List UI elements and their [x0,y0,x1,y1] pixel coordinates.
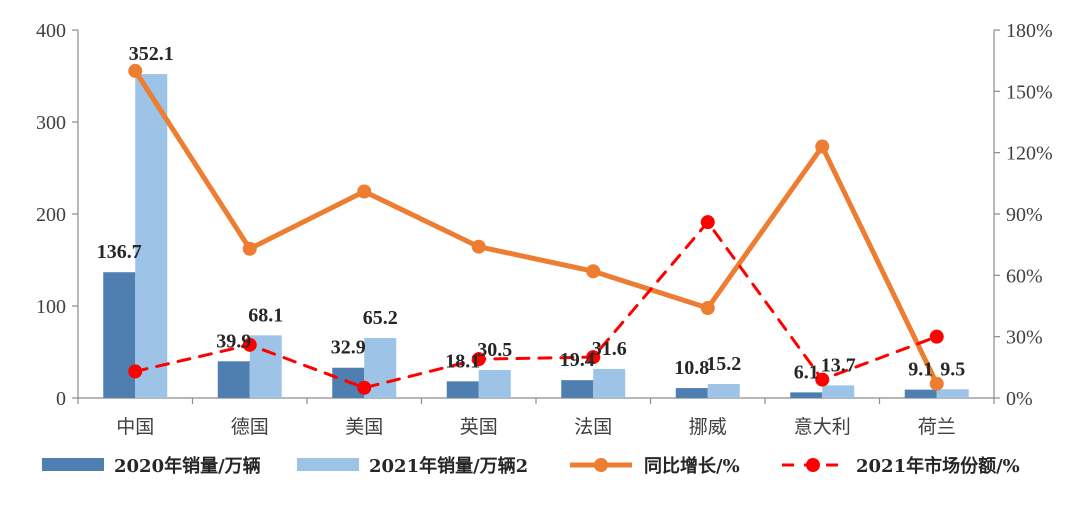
growth-line [132,68,940,387]
bar-value-label: 32.9 [331,337,366,359]
bar-2020-3 [446,381,479,398]
market-share-point-2 [357,380,372,395]
growth-point-4 [586,264,601,279]
legend: 2020年销量/万辆 2021年销量/万辆2 同比增长/% 2021年市场份额/% [42,455,1020,477]
bar-2020-0 [103,272,136,398]
bar-value-label: 18.1 [445,350,480,372]
bar-2020-7 [904,389,937,398]
growth-point-2 [357,184,372,199]
market-share-point-7 [929,329,944,344]
bar-value-label: 39.9 [216,330,251,352]
market-share-line [133,220,939,390]
x-category-label: 德国 [231,416,269,438]
bar-value-label: 9.1 [908,359,933,381]
bar-2020-6 [790,392,823,398]
growth-point-7 [929,376,944,391]
bar-2021-7 [936,389,969,398]
y-right-tick-label: 0% [1006,388,1033,410]
bar-2020-4 [561,380,594,398]
legend-marker [806,458,820,472]
x-category-label: 美国 [345,416,383,438]
market-share-point-6 [815,372,830,387]
x-category-label: 英国 [460,416,498,438]
bar-2020-1 [217,361,250,398]
bar-value-label: 352.1 [129,43,174,65]
y-right-tick-label: 90% [1006,204,1043,226]
growth-point-1 [242,241,257,256]
data-labels: 136.7 39.9 32.9 18.1 19.4 10.8 6.1 9.1 352.1 68.1… [97,43,966,383]
bar-2021-5 [707,384,740,398]
bar-value-label: 136.7 [97,241,142,263]
y-left-tick-label: 0 [56,388,66,410]
legend-swatch [42,458,104,471]
legend-marker [594,458,608,472]
market-share-point-1 [242,337,257,352]
growth-point-5 [700,301,715,316]
y-right-tick-label: 150% [1006,81,1053,103]
legend-swatch [297,458,359,471]
growth-point-0 [128,63,143,78]
y-right-tick-label: 30% [1006,327,1043,349]
x-category-label: 意大利 [794,416,851,438]
axes: 0 100 200 300 400 0% 30% 60% 90% 120% 150% 180% 中国 德国… [36,20,1053,438]
bar-value-label: 13.7 [821,354,856,376]
bar-2021-0 [135,74,168,399]
bar-value-label: 15.2 [706,353,741,375]
market-share-point-4 [586,350,601,365]
bar-value-label: 30.5 [477,339,512,361]
y-right-tick-label: 60% [1006,265,1043,287]
bar-value-label: 65.2 [363,307,398,329]
y-left-tick-label: 300 [36,112,66,134]
market-share-point-3 [471,352,486,367]
bar-2021-4 [593,368,626,398]
market-share-point-5 [700,215,715,230]
bars [103,74,969,399]
legend-label: 2021年市场份额/% [856,455,1020,477]
bar-value-label: 9.5 [940,358,965,380]
bar-2020-5 [675,388,708,398]
bar-value-label: 31.6 [592,338,627,360]
x-category-label: 荷兰 [918,416,956,438]
y-right-tick-label: 180% [1006,20,1053,42]
market-share-point-0 [128,364,143,379]
x-category-label: 法国 [574,416,612,438]
legend-label: 同比增长/% [644,455,740,477]
x-category-label: 挪威 [689,416,727,438]
y-right-tick-label: 120% [1006,143,1053,165]
growth-point-3 [471,239,486,254]
y-left-tick-label: 200 [36,204,66,226]
bar-value-label: 6.1 [794,361,819,383]
bar-2021-6 [822,385,855,398]
legend-label: 2020年销量/万辆 [114,455,261,477]
bar-value-label: 19.4 [560,349,595,371]
bar-2021-3 [478,369,511,398]
y-left-tick-label: 100 [36,296,66,318]
x-category-label: 中国 [116,416,154,438]
legend-label: 2021年销量/万辆2 [369,455,528,477]
growth-point-6 [815,139,830,154]
bar-value-label: 68.1 [248,304,283,326]
y-left-tick-label: 400 [36,20,66,42]
lines [128,63,944,395]
bar-value-label: 10.8 [674,357,709,379]
